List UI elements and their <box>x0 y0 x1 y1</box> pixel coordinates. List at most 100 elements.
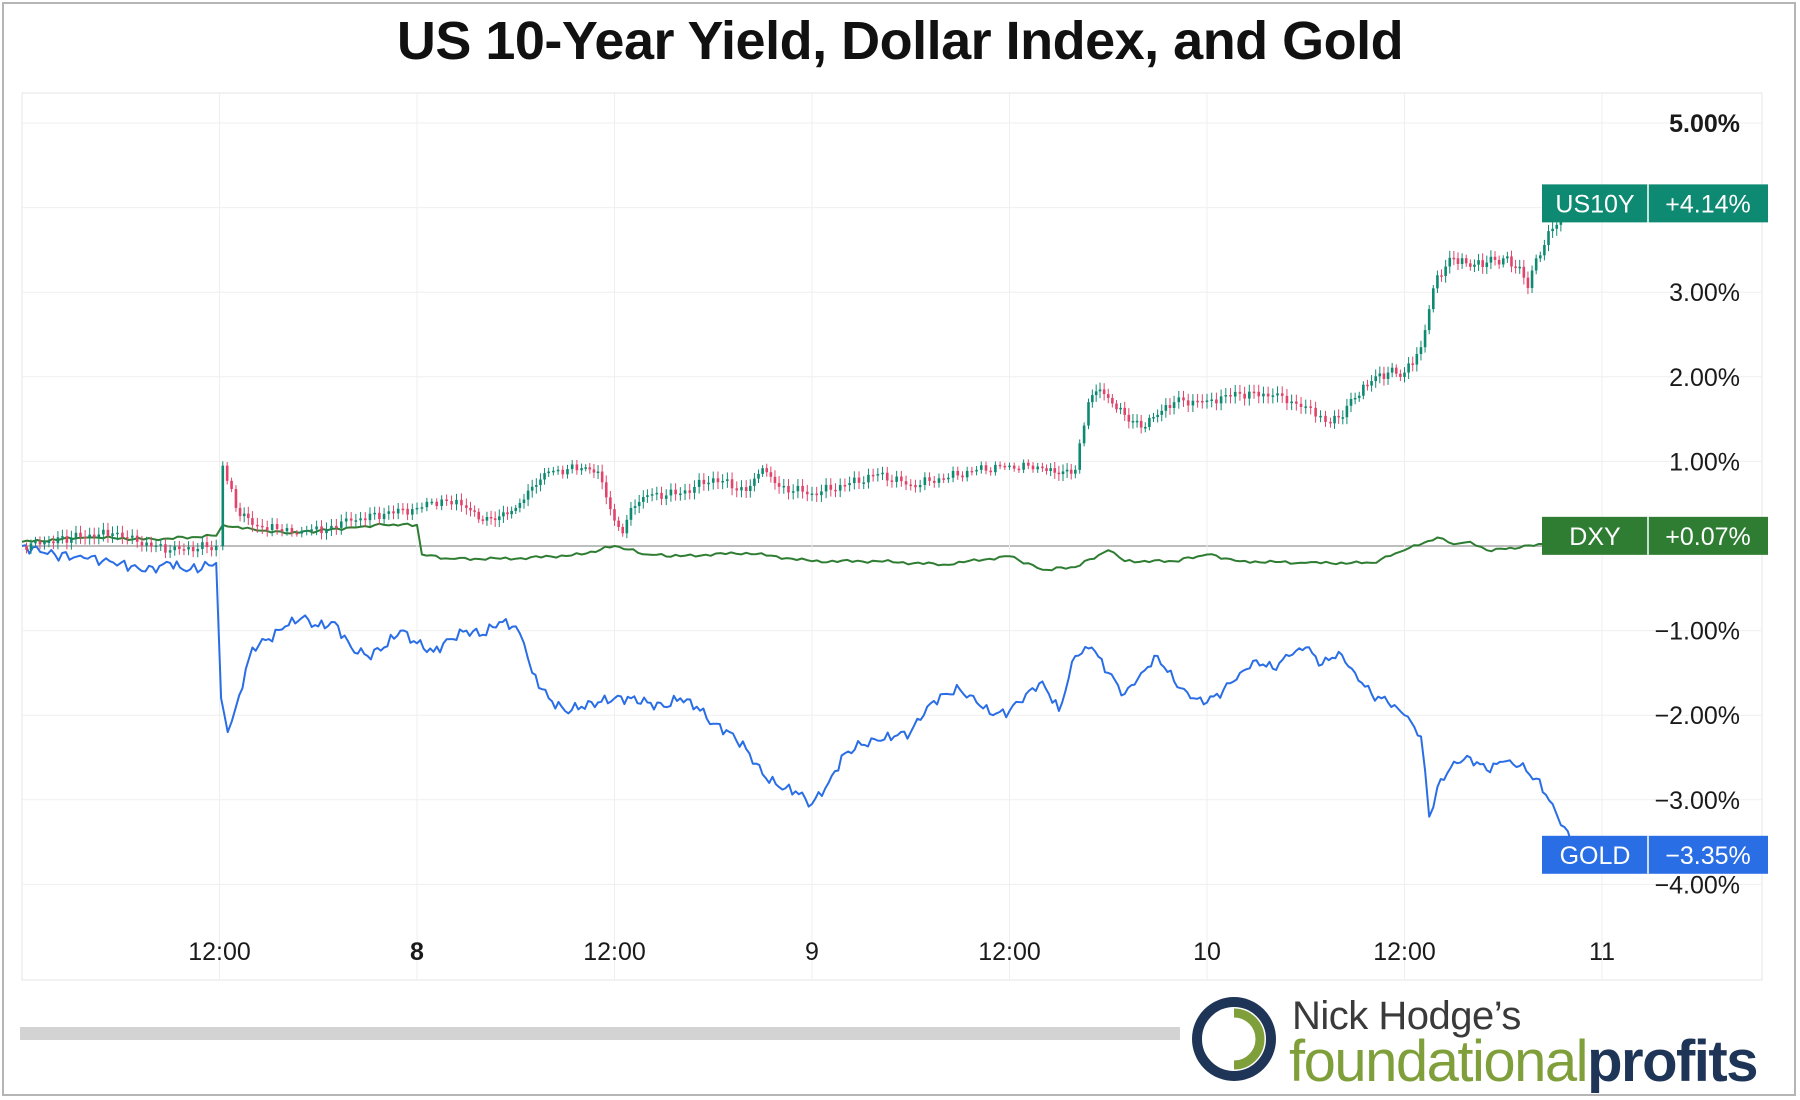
candle <box>56 537 60 544</box>
candle <box>1329 421 1332 424</box>
candle <box>890 480 894 482</box>
candle <box>1378 373 1382 377</box>
candle <box>535 485 538 487</box>
candle <box>1135 420 1139 423</box>
candle <box>834 489 837 492</box>
candle <box>1460 258 1464 264</box>
candle <box>1022 462 1025 470</box>
y-tick-label: 1.00% <box>1669 448 1740 476</box>
x-tick-label: 11 <box>1589 938 1615 966</box>
end-label-bg <box>1542 516 1768 555</box>
candle <box>522 499 526 503</box>
candle <box>1143 426 1147 429</box>
candle <box>1419 347 1423 355</box>
label-dxy: DXY +0.07% <box>1542 516 1768 555</box>
candle <box>1012 465 1016 469</box>
candle <box>135 535 139 542</box>
time-scrollbar[interactable] <box>20 1027 1180 1040</box>
candle <box>895 476 898 482</box>
chart-title: US 10-Year Yield, Dollar Index, and Gold <box>396 11 1404 71</box>
candle <box>843 485 847 487</box>
candle <box>1324 415 1327 422</box>
candle <box>1215 399 1218 404</box>
candle <box>295 533 299 535</box>
candle <box>928 477 931 481</box>
candle <box>539 479 542 486</box>
candle <box>335 525 338 528</box>
candle <box>975 469 978 472</box>
candle <box>514 507 518 511</box>
candle <box>1131 420 1135 423</box>
candle <box>674 489 677 495</box>
candle <box>1538 255 1542 259</box>
candle <box>646 495 649 497</box>
x-tick-label: 10 <box>1193 938 1221 966</box>
candle <box>205 542 209 548</box>
candle <box>730 479 734 489</box>
candle <box>1551 228 1554 232</box>
candle <box>221 465 225 546</box>
candle <box>1501 258 1505 265</box>
candle <box>1210 399 1214 401</box>
candle <box>1489 256 1493 263</box>
candle <box>642 496 645 502</box>
candle <box>707 482 710 485</box>
candle <box>1526 277 1530 288</box>
candle <box>1280 393 1284 396</box>
candle <box>396 508 400 514</box>
candle <box>191 547 195 552</box>
candle <box>130 535 134 538</box>
candle <box>210 547 213 551</box>
candle <box>1444 266 1447 276</box>
candle <box>74 532 78 538</box>
candle <box>150 542 153 547</box>
candle <box>970 470 974 473</box>
candle <box>637 501 641 507</box>
candle <box>1123 407 1127 415</box>
candle <box>1031 465 1035 470</box>
candle <box>121 532 124 538</box>
series-change: −3.35% <box>1665 842 1751 870</box>
candle <box>43 541 46 545</box>
candle <box>853 477 856 484</box>
candle <box>290 528 294 534</box>
candle <box>961 475 964 478</box>
candle <box>1304 406 1308 408</box>
x-tick-label: 8 <box>410 938 424 966</box>
candle <box>1366 384 1369 387</box>
x-tick-label: 12:00 <box>978 938 1041 966</box>
candle <box>469 507 472 511</box>
candle <box>1224 395 1228 397</box>
candle <box>489 516 493 519</box>
candle <box>450 501 453 505</box>
candle <box>1394 367 1398 374</box>
candle <box>885 472 889 481</box>
label-us10y: US10Y +4.14% <box>1542 184 1768 223</box>
candle <box>61 536 64 538</box>
candle <box>1349 398 1353 406</box>
candle <box>168 550 172 553</box>
candle <box>1374 376 1377 382</box>
candle <box>552 470 555 473</box>
candle <box>88 534 91 538</box>
candle <box>111 533 114 536</box>
candle <box>810 493 814 496</box>
y-tick-label: 5.00% <box>1669 110 1740 138</box>
x-tick-label: 12:00 <box>583 938 646 966</box>
candle <box>1514 266 1517 268</box>
candle <box>145 542 148 546</box>
candle <box>824 484 828 492</box>
candle <box>1087 402 1090 426</box>
logo-author: Nick Hodge’s <box>1292 994 1521 1038</box>
candle <box>1252 391 1256 394</box>
candle <box>984 465 988 471</box>
candle <box>1314 407 1317 417</box>
candle <box>1370 381 1373 386</box>
candle <box>251 518 254 525</box>
candle <box>547 471 550 474</box>
y-tick-label: 3.00% <box>1669 279 1740 307</box>
candle <box>406 508 409 515</box>
candle <box>726 479 729 481</box>
y-tick-label: −3.00% <box>1655 787 1741 815</box>
x-tick-label: 12:00 <box>188 938 251 966</box>
